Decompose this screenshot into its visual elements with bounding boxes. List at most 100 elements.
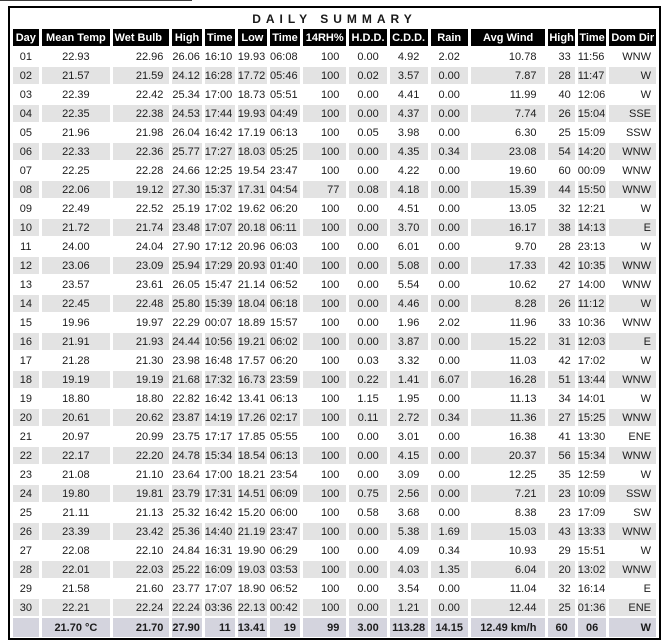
table-row: 20 20.61 20.62 23.87 14:19 17.26 02:17 100 0.11 2…	[13, 409, 656, 426]
cell-wet-bulb: 19.12	[113, 181, 170, 198]
cell-hdd: 0.00	[349, 523, 387, 540]
cell-low-time: 23:47	[270, 162, 300, 179]
cell-wet-bulb: 21.13	[113, 504, 170, 521]
cell-wind-high: 44	[548, 181, 575, 198]
cell-hdd: 0.00	[349, 48, 387, 65]
cell-dom-dir: SSW	[609, 485, 656, 502]
cell-wet-bulb: 21.30	[113, 352, 170, 369]
cell-wet-bulb: 24.04	[113, 238, 170, 255]
cell-high-temp: 25.36	[172, 523, 202, 540]
cell-low-time: 06:13	[270, 447, 300, 464]
cell-wind-high: 31	[548, 333, 575, 350]
cell-low-time: 05:46	[270, 67, 300, 84]
cell-low-time: 06:18	[270, 295, 300, 312]
cell-rh-14: 100	[302, 599, 347, 616]
cell-wet-bulb: 22.28	[113, 162, 170, 179]
cell-rain: 0.00	[430, 466, 468, 483]
cell-mean-temp: 18.80	[41, 390, 111, 407]
cell-high-time: 16:42	[204, 504, 235, 521]
cell-avg-wind: 13.05	[470, 200, 546, 217]
cell-hdd: 0.00	[349, 295, 387, 312]
cell-day: 04	[13, 105, 39, 122]
summary-cell-hdd: 3.00	[349, 618, 387, 637]
cell-mean-temp: 22.25	[41, 162, 111, 179]
cell-cdd: 4.41	[389, 86, 428, 103]
cell-high-temp: 26.05	[172, 276, 202, 293]
cell-wet-bulb: 22.96	[113, 48, 170, 65]
cell-mean-temp: 22.35	[41, 105, 111, 122]
cell-high-temp: 25.77	[172, 143, 202, 160]
cell-low-time: 04:49	[270, 105, 300, 122]
cell-avg-wind: 20.37	[470, 447, 546, 464]
cell-high-temp: 25.19	[172, 200, 202, 217]
cell-low-temp: 18.04	[237, 295, 268, 312]
cell-avg-wind: 19.60	[470, 162, 546, 179]
cell-wind-time: 13:02	[577, 561, 607, 578]
cell-high-temp: 25.22	[172, 561, 202, 578]
cell-avg-wind: 12.44	[470, 599, 546, 616]
cell-rain: 0.00	[430, 599, 468, 616]
cell-wind-time: 17:02	[577, 352, 607, 369]
cell-low-temp: 17.72	[237, 67, 268, 84]
cell-wind-high: 51	[548, 371, 575, 388]
cell-avg-wind: 10.78	[470, 48, 546, 65]
cell-rh-14: 100	[302, 542, 347, 559]
cell-wind-time: 16:14	[577, 580, 607, 597]
cell-mean-temp: 22.06	[41, 181, 111, 198]
table-row: 01 22.93 22.96 26.06 16:10 19.93 06:08 100 0.00 4…	[13, 48, 656, 65]
cell-mean-temp: 23.39	[41, 523, 111, 540]
table-row: 24 19.80 19.81 23.79 17:31 14.51 06:09 100 0.75 2…	[13, 485, 656, 502]
cell-wet-bulb: 21.10	[113, 466, 170, 483]
cell-hdd: 0.00	[349, 333, 387, 350]
cell-wind-time: 14:00	[577, 276, 607, 293]
column-header-wind-time: Time	[577, 29, 607, 46]
cell-day: 18	[13, 371, 39, 388]
cell-wind-time: 10:36	[577, 314, 607, 331]
cell-wind-high: 25	[548, 124, 575, 141]
cell-dom-dir: WNW	[609, 181, 656, 198]
cell-dom-dir: W	[609, 466, 656, 483]
cell-high-temp: 27.30	[172, 181, 202, 198]
cell-hdd: 0.75	[349, 485, 387, 502]
cell-avg-wind: 11.99	[470, 86, 546, 103]
cell-day: 05	[13, 124, 39, 141]
cell-low-time: 03:53	[270, 561, 300, 578]
cell-high-time: 17:44	[204, 105, 235, 122]
cell-hdd: 0.00	[349, 86, 387, 103]
cell-day: 10	[13, 219, 39, 236]
cell-dom-dir: SW	[609, 504, 656, 521]
cell-rh-14: 100	[302, 143, 347, 160]
cell-hdd: 0.00	[349, 257, 387, 274]
column-header-wet-bulb: Wet Bulb	[113, 29, 170, 46]
cell-low-time: 06:52	[270, 580, 300, 597]
cell-dom-dir: ENE	[609, 428, 656, 445]
cell-low-time: 15:57	[270, 314, 300, 331]
cell-high-temp: 25.32	[172, 504, 202, 521]
cell-wet-bulb: 22.03	[113, 561, 170, 578]
cell-high-temp: 22.29	[172, 314, 202, 331]
cell-cdd: 3.68	[389, 504, 428, 521]
cell-wind-high: 32	[548, 580, 575, 597]
cell-dom-dir: E	[609, 219, 656, 236]
cell-rh-14: 100	[302, 371, 347, 388]
cell-hdd: 0.08	[349, 181, 387, 198]
cell-day: 22	[13, 447, 39, 464]
cell-cdd: 3.87	[389, 333, 428, 350]
cell-hdd: 0.00	[349, 428, 387, 445]
cell-wet-bulb: 21.59	[113, 67, 170, 84]
cell-wind-time: 01:36	[577, 599, 607, 616]
cell-wind-high: 40	[548, 86, 575, 103]
cell-avg-wind: 12.25	[470, 466, 546, 483]
cell-high-time: 17:00	[204, 466, 235, 483]
cell-cdd: 4.37	[389, 105, 428, 122]
cell-low-temp: 19.93	[237, 48, 268, 65]
cell-wind-high: 34	[548, 390, 575, 407]
cell-rh-14: 100	[302, 162, 347, 179]
cell-low-temp: 19.21	[237, 333, 268, 350]
table-row: 18 19.19 19.19 21.68 17:32 16.73 23:59 100 0.22 1…	[13, 371, 656, 388]
cell-wind-high: 27	[548, 276, 575, 293]
cell-avg-wind: 10.62	[470, 276, 546, 293]
cell-low-time: 23:54	[270, 466, 300, 483]
cell-avg-wind: 11.04	[470, 580, 546, 597]
cell-hdd: 0.11	[349, 409, 387, 426]
